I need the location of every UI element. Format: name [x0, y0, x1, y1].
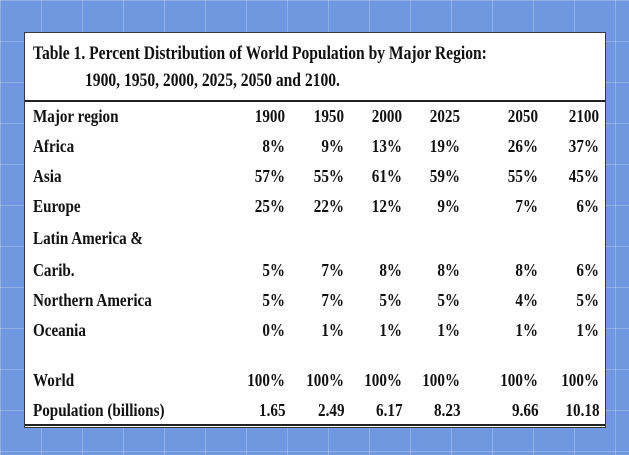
table-cell: 13%	[371, 136, 402, 156]
header-year-1950: 1950	[313, 106, 344, 126]
population-table-card: Table 1. Percent Distribution of World P…	[24, 32, 606, 428]
header-year-2100: 2100	[568, 106, 599, 126]
row-label: Latin America &	[33, 228, 144, 248]
table-cell: 22%	[313, 196, 344, 216]
table-cell: 8%	[437, 260, 460, 280]
table-cell: 45%	[568, 166, 599, 186]
table-cell: 59%	[429, 166, 460, 186]
table-cell: 8.23	[433, 400, 460, 420]
table-cell: 26%	[507, 136, 538, 156]
bottom-rule	[25, 424, 605, 426]
table-cell: 9%	[321, 136, 344, 156]
row-label: Carib.	[33, 260, 75, 280]
table-cell: 100%	[561, 370, 599, 390]
table-cell: 7%	[321, 260, 344, 280]
header-year-2025: 2025	[429, 106, 460, 126]
table-cell: 2.49	[317, 400, 344, 420]
table-cell: 12%	[371, 196, 402, 216]
table-cell: 10.18	[564, 400, 599, 420]
table-title: Table 1. Percent Distribution of World P…	[33, 43, 487, 64]
table-cell: 19%	[429, 136, 460, 156]
table-cell: 25%	[254, 196, 285, 216]
table-cell: 61%	[371, 166, 402, 186]
table-cell: 4%	[515, 290, 538, 310]
table-cell: 8%	[262, 136, 285, 156]
table-cell: 100%	[247, 370, 285, 390]
table-cell: 9%	[437, 196, 460, 216]
table-cell: 1%	[576, 320, 599, 340]
table-cell: 1%	[379, 320, 402, 340]
table-cell: 5%	[437, 290, 460, 310]
row-label: Africa	[33, 136, 75, 156]
table-cell: 7%	[321, 290, 344, 310]
table-cell: 0%	[262, 320, 285, 340]
table-cell: 100%	[306, 370, 344, 390]
table-cell: 1%	[515, 320, 538, 340]
table-cell: 57%	[254, 166, 285, 186]
header-region-label: Major region	[33, 106, 119, 126]
row-label: Europe	[33, 196, 81, 216]
table-cell: 5%	[379, 290, 402, 310]
table-cell: 6.17	[375, 400, 402, 420]
table-cell: 5%	[262, 260, 285, 280]
table-cell: 1.65	[258, 400, 285, 420]
table-cell: 100%	[364, 370, 402, 390]
table-cell: 55%	[313, 166, 344, 186]
table-cell: 6%	[576, 196, 599, 216]
header-year-2050: 2050	[507, 106, 538, 126]
table-cell: 7%	[515, 196, 538, 216]
table-cell: 8%	[515, 260, 538, 280]
table-cell: 1%	[437, 320, 460, 340]
table-cell: 6%	[576, 260, 599, 280]
table-cell: 1%	[321, 320, 344, 340]
table-cell: 100%	[422, 370, 460, 390]
row-label: Northern America	[33, 290, 152, 310]
row-label: World	[33, 370, 75, 390]
table-cell: 5%	[576, 290, 599, 310]
row-label: Population (billions)	[33, 400, 165, 420]
table-cell: 8%	[379, 260, 402, 280]
table-cell: 5%	[262, 290, 285, 310]
header-year-1900: 1900	[254, 106, 285, 126]
table-cell: 100%	[500, 370, 538, 390]
table-cell: 9.66	[511, 400, 538, 420]
table-cell: 55%	[507, 166, 538, 186]
table-subtitle: 1900, 1950, 2000, 2025, 2050 and 2100.	[85, 70, 340, 91]
header-year-2000: 2000	[371, 106, 402, 126]
header-rule	[25, 100, 605, 102]
row-label: Asia	[33, 166, 62, 186]
table-cell: 37%	[568, 136, 599, 156]
row-label: Oceania	[33, 320, 86, 340]
